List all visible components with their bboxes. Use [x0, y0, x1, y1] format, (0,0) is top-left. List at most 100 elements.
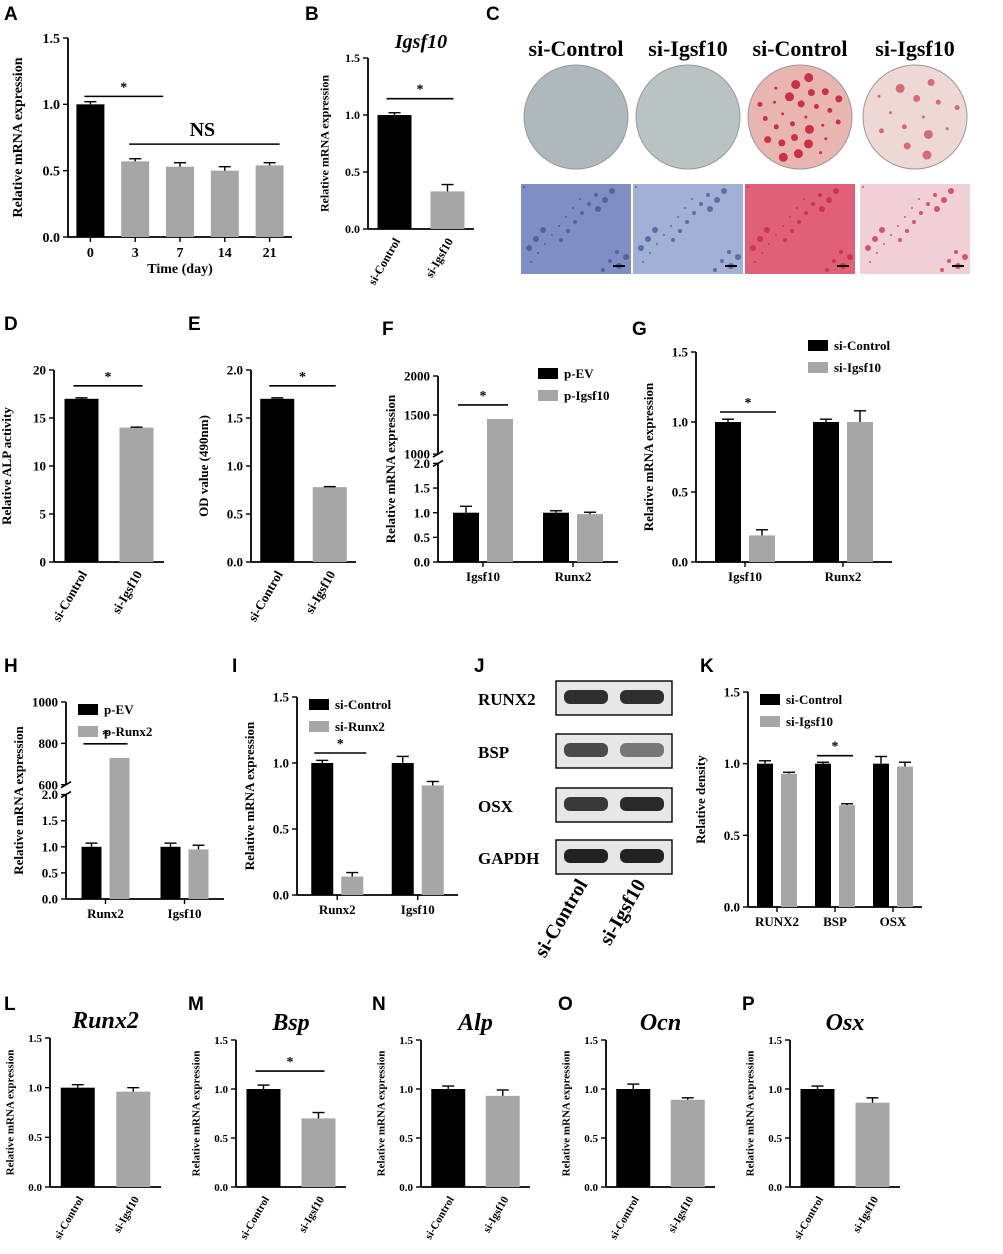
panel-label-j: J	[474, 656, 485, 677]
chart-title: Igsf10	[394, 31, 447, 53]
staining-column-label: si-Igsf10	[875, 36, 954, 61]
bar	[391, 763, 414, 895]
stain-speck	[754, 261, 756, 263]
bar	[749, 535, 775, 562]
stain-speck	[678, 229, 682, 233]
stain-speck	[883, 243, 885, 245]
chart-b: 0.0 0.5 1.0 1.5 Relative mRNA expression Igsf…	[317, 31, 474, 287]
panel-label-g: G	[632, 319, 647, 340]
stain-speck	[879, 227, 885, 233]
micrograph-image	[633, 184, 743, 274]
y-tick-label: 1.0	[672, 415, 688, 430]
y-tick-label: 1.5	[43, 32, 61, 47]
y-axis-label: OD value (490nm)	[196, 415, 211, 517]
y-tick-label: 1.5	[672, 345, 689, 360]
mineral-nodule	[921, 115, 925, 119]
stain-speck	[890, 234, 892, 236]
y-tick-label: 1.0	[43, 98, 61, 113]
stain-speck	[707, 206, 713, 212]
blot-row-label: BSP	[478, 743, 509, 762]
panel-label-e: E	[188, 314, 201, 335]
bar	[453, 512, 479, 562]
y-axis-label: Relative mRNA expression	[317, 75, 331, 212]
stain-speck	[764, 227, 770, 233]
mineral-nodule	[778, 139, 786, 147]
bar	[341, 876, 364, 895]
protein-band	[564, 797, 608, 811]
chart-p: 0.0 0.5 1.0 1.5 Relative mRNA expression Osx s…	[745, 1010, 900, 1242]
stain-speck	[819, 206, 825, 212]
x-tick-label: Runx2	[319, 902, 356, 917]
y-tick-label: 0.0	[28, 1182, 42, 1194]
y-tick-label: 0.5	[42, 865, 59, 880]
dish-well	[523, 64, 629, 170]
micrograph-image	[521, 184, 631, 274]
mineral-nodule	[819, 151, 823, 155]
stain-speck	[790, 229, 794, 233]
x-tick-label: 7	[177, 246, 184, 261]
micrograph-field	[745, 184, 855, 274]
bar	[109, 757, 130, 899]
legend-swatch	[538, 390, 558, 401]
stain-speck	[623, 254, 629, 260]
mineral-nodule	[901, 124, 907, 130]
chart-n: 0.0 0.5 1.0 1.5 Relative mRNA expression Alp s…	[376, 1010, 530, 1242]
y-tick-label: 2.0	[414, 456, 430, 471]
stain-speck	[579, 198, 581, 200]
mineral-nodule	[784, 92, 794, 102]
mineral-nodule	[773, 100, 777, 104]
protein-band	[564, 849, 608, 863]
bar	[873, 763, 889, 907]
bar	[260, 398, 295, 562]
chart-title: Alp	[456, 1010, 493, 1036]
y-axis-label: Relative mRNA expression	[11, 57, 26, 217]
legend-label: p-Igsf10	[564, 388, 610, 403]
y-tick-label: 1.0	[42, 839, 58, 854]
stain-speck	[862, 186, 864, 188]
y-tick-label: 0.0	[724, 900, 740, 915]
stain-speck	[652, 227, 658, 233]
stain-speck	[656, 243, 658, 245]
stain-speck	[747, 186, 749, 188]
stain-speck	[898, 238, 902, 242]
stain-speck	[934, 206, 940, 212]
x-tick-label: si-Control	[49, 568, 90, 624]
stain-speck	[572, 207, 574, 209]
x-tick-label: RUNX2	[755, 914, 799, 929]
panel-label-a: A	[4, 4, 18, 25]
bar	[847, 422, 873, 562]
stain-speck	[919, 211, 923, 215]
stain-speck	[775, 234, 777, 236]
stain-speck	[573, 220, 577, 224]
stain-speck	[940, 268, 944, 272]
blot-row-label: GAPDH	[478, 849, 539, 868]
y-tick-label: 1.5	[214, 1035, 228, 1047]
y-tick-label: 0.0	[345, 222, 360, 236]
protein-band	[620, 690, 664, 704]
bar	[781, 773, 797, 907]
y-axis-label: Relative density	[693, 755, 708, 844]
mineral-nodule	[789, 121, 795, 127]
stain-speck	[825, 268, 829, 272]
panel-label-i: I	[232, 656, 237, 677]
chart-a: 0.0 0.5 1.0 1.5 Relative mRNA expression 0 3 7 1…	[11, 32, 292, 277]
y-tick-label: 0	[40, 555, 47, 570]
stain-speck	[713, 268, 717, 272]
x-tick-label: 14	[218, 246, 232, 261]
ns-label: NS	[190, 119, 216, 141]
mineral-nodule	[888, 111, 892, 115]
stain-speck	[642, 261, 644, 263]
panel-label-h: H	[4, 656, 18, 677]
y-tick-label: 2000	[404, 369, 430, 384]
legend-label: si-Runx2	[335, 719, 385, 734]
x-tick-label: 3	[132, 246, 139, 261]
stain-speck	[735, 254, 741, 260]
y-tick-label: 1.0	[214, 1084, 228, 1096]
bar	[800, 1089, 835, 1187]
bar	[312, 487, 347, 562]
panel-label-d: D	[4, 314, 18, 335]
stain-speck	[587, 202, 591, 206]
legend-label: si-Control	[834, 338, 890, 353]
dish-well	[862, 64, 968, 170]
chart-title: Runx2	[71, 1008, 139, 1034]
